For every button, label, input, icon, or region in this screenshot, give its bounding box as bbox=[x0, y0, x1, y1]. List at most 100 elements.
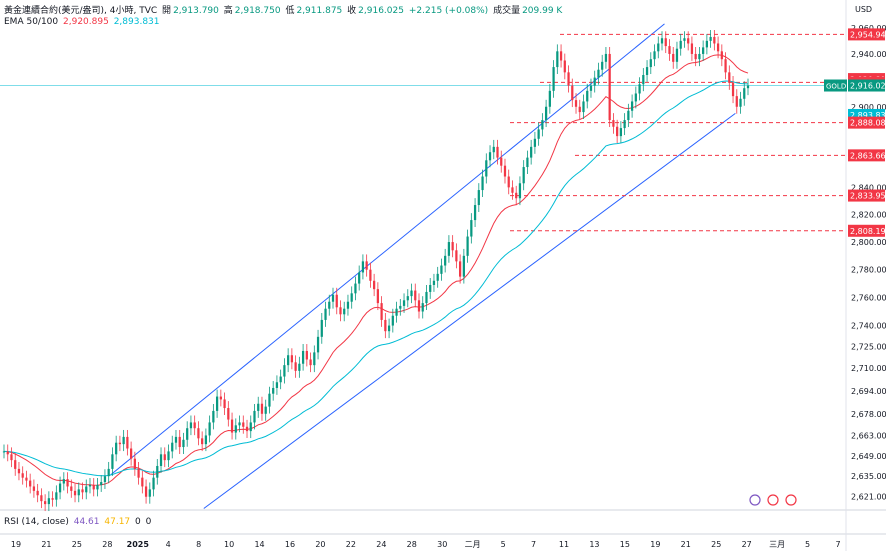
candle-body bbox=[301, 350, 305, 364]
candle-body bbox=[731, 82, 735, 97]
candle-body bbox=[137, 468, 140, 478]
candle-body bbox=[709, 36, 712, 41]
candle-body bbox=[208, 422, 211, 436]
candle-body bbox=[705, 40, 708, 48]
candle-body bbox=[129, 448, 133, 459]
candle-body bbox=[126, 436, 129, 449]
low-label: 低 bbox=[285, 6, 295, 16]
candle-body bbox=[683, 38, 686, 41]
x-tick-label: 28 bbox=[407, 540, 417, 549]
candle-body bbox=[485, 160, 488, 177]
y-tick-label: 2,621.000 bbox=[851, 493, 886, 502]
y-tick-label: 2,740.000 bbox=[851, 322, 886, 331]
candle-body bbox=[100, 482, 103, 485]
candle-body bbox=[103, 476, 107, 483]
candle-body bbox=[604, 53, 608, 62]
change-value: +2.215 (+0.08%) bbox=[408, 6, 489, 16]
ema50-line bbox=[3, 54, 749, 486]
currency-label: USD bbox=[855, 5, 872, 14]
candle-body bbox=[548, 90, 551, 107]
candle-body bbox=[44, 501, 47, 505]
candle-body bbox=[507, 176, 510, 188]
candle-body bbox=[305, 350, 308, 360]
candle-body bbox=[496, 146, 499, 158]
y-tick-label: 2,800.000 bbox=[851, 238, 886, 247]
candle-body bbox=[530, 146, 533, 158]
candle-body bbox=[716, 43, 720, 52]
candle-body bbox=[642, 74, 645, 85]
candle-body bbox=[384, 319, 387, 332]
candle-body bbox=[597, 69, 600, 78]
candle-body bbox=[518, 183, 522, 199]
candle-body bbox=[657, 43, 660, 52]
candle-body bbox=[623, 120, 626, 129]
candle-body bbox=[526, 157, 529, 168]
candle-body bbox=[668, 46, 671, 54]
symbol-tag-box bbox=[824, 79, 847, 92]
candle-body bbox=[612, 120, 615, 127]
candle-body bbox=[638, 84, 641, 94]
candle-body bbox=[107, 468, 110, 477]
candle-body bbox=[118, 442, 122, 445]
price-tag-box bbox=[848, 189, 885, 202]
candle-body bbox=[664, 38, 667, 47]
candle-body bbox=[481, 176, 484, 191]
open-value: 2,913.790 bbox=[173, 6, 219, 16]
candle-body bbox=[171, 442, 174, 452]
x-tick-label: 4 bbox=[166, 540, 171, 549]
candle-body bbox=[746, 85, 750, 89]
price-tag-label: 2,916.025 bbox=[850, 82, 886, 91]
candle-body bbox=[645, 67, 649, 75]
x-tick-label: 21 bbox=[41, 540, 51, 549]
x-tick-label: 8 bbox=[196, 540, 201, 549]
close-label: 收 bbox=[347, 6, 357, 16]
candle-body bbox=[698, 53, 701, 60]
candle-body bbox=[380, 303, 383, 320]
candle-body bbox=[339, 307, 342, 315]
candle-body bbox=[720, 51, 723, 60]
candle-body bbox=[144, 486, 148, 497]
candle-body bbox=[36, 490, 39, 496]
candle-body bbox=[275, 382, 279, 388]
volume-value: 209.99 K bbox=[522, 6, 563, 16]
candle-body bbox=[10, 454, 13, 461]
candle-body bbox=[227, 408, 230, 420]
candle-body bbox=[238, 422, 241, 426]
candle-body bbox=[215, 396, 219, 411]
ema50-value: 2,920.895 bbox=[63, 17, 109, 27]
x-tick-label: 16 bbox=[285, 540, 295, 549]
candle-body bbox=[40, 495, 43, 502]
candle-body bbox=[148, 489, 151, 497]
price-tag-box bbox=[848, 28, 885, 41]
candle-body bbox=[290, 355, 294, 363]
candle-body bbox=[159, 454, 163, 466]
candle-body bbox=[559, 51, 563, 61]
candle-body bbox=[586, 90, 589, 102]
candle-body bbox=[503, 165, 507, 177]
candle-body bbox=[47, 498, 50, 505]
candle-body bbox=[735, 96, 738, 107]
x-tick-label: 15 bbox=[620, 540, 630, 549]
candle-body bbox=[556, 51, 559, 68]
price-tag-label: 2,893.831 bbox=[850, 111, 886, 120]
candle-body bbox=[25, 477, 28, 481]
candle-body bbox=[567, 72, 570, 86]
x-tick-label: 11 bbox=[559, 540, 569, 549]
candle-body bbox=[73, 490, 77, 496]
ema-legend[interactable]: EMA 50/100 2,920.895 2,893.831 bbox=[4, 17, 162, 27]
x-tick-label: 13 bbox=[589, 540, 599, 549]
candle-body bbox=[122, 436, 125, 445]
x-tick-label: 二月 bbox=[465, 540, 481, 549]
candle-body bbox=[2, 451, 6, 453]
candle-body bbox=[563, 60, 566, 73]
rsi-legend[interactable]: RSI (14, close) 44.61 47.17 0 0 bbox=[4, 517, 153, 527]
y-tick-label: 2,710.000 bbox=[851, 364, 886, 373]
candle-body bbox=[470, 220, 473, 237]
candle-body bbox=[92, 484, 95, 490]
high-label: 高 bbox=[223, 6, 233, 16]
candle-body bbox=[425, 291, 428, 304]
x-tick-label: 24 bbox=[376, 540, 386, 549]
candle-body bbox=[260, 403, 264, 414]
